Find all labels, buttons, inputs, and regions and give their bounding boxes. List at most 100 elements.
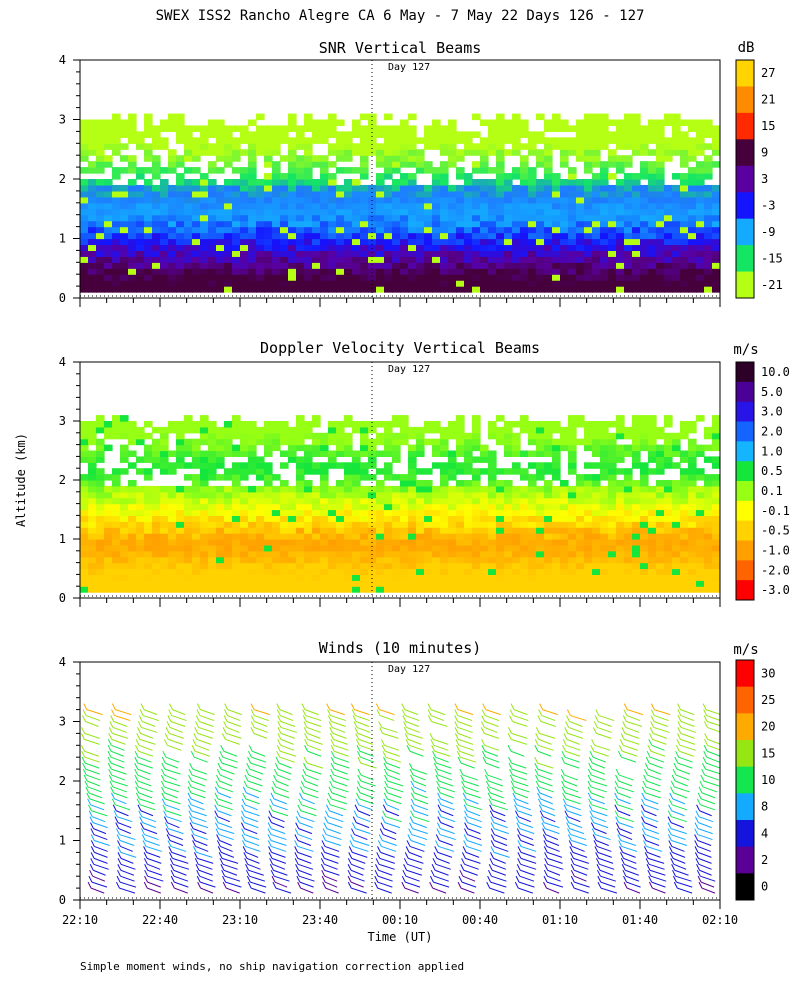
wind-barb-staff — [167, 840, 172, 847]
heatmap-cell — [280, 214, 289, 222]
heatmap-cell — [88, 202, 97, 210]
wind-barb — [192, 828, 207, 835]
heatmap-cell — [168, 167, 177, 174]
heatmap-cell — [440, 568, 449, 575]
heatmap-cell — [360, 268, 369, 275]
heatmap-cell — [664, 568, 673, 575]
heatmap-cell — [512, 533, 521, 540]
heatmap-cell — [632, 456, 641, 463]
heatmap-cell — [664, 196, 673, 204]
heatmap-cell — [192, 202, 201, 210]
heatmap-cell — [96, 184, 105, 192]
heatmap-cell — [296, 474, 305, 481]
heatmap-cell — [544, 184, 553, 192]
heatmap-cell — [544, 509, 553, 516]
heatmap-cell — [600, 125, 609, 132]
heatmap-cell — [192, 568, 201, 575]
heatmap-cell — [384, 143, 393, 150]
heatmap-cell — [576, 533, 585, 540]
heatmap-cell — [168, 274, 177, 281]
heatmap-cell — [704, 562, 713, 570]
heatmap-cell — [288, 262, 297, 269]
heatmap-cell — [152, 539, 161, 546]
wind-barb — [117, 822, 132, 829]
heatmap-cell — [416, 286, 425, 293]
heatmap-cell — [592, 113, 601, 121]
heatmap-cell — [376, 515, 385, 522]
heatmap-cell — [392, 262, 401, 269]
heatmap-cell — [320, 268, 329, 275]
heatmap-cell — [576, 527, 585, 534]
heatmap-cell — [144, 568, 153, 575]
heatmap-cell — [712, 226, 720, 234]
heatmap-cell — [80, 220, 89, 228]
heatmap-cell — [456, 485, 465, 493]
heatmap-cell — [240, 262, 249, 269]
heatmap-cell — [536, 280, 545, 287]
heatmap-cell — [312, 521, 321, 528]
heatmap-cell — [256, 268, 265, 275]
heatmap-cell — [632, 244, 641, 251]
heatmap-cell — [560, 521, 569, 528]
heatmap-cell — [160, 167, 169, 174]
heatmap-cell — [144, 533, 153, 540]
y-tick-label: 0 — [59, 291, 66, 305]
heatmap-cell — [208, 580, 217, 587]
heatmap-cell — [104, 196, 113, 204]
heatmap-cell — [512, 580, 521, 587]
heatmap-cell — [280, 179, 289, 186]
heatmap-cell — [120, 515, 129, 522]
heatmap-cell — [208, 125, 217, 132]
heatmap-cell — [216, 580, 225, 587]
wind-barb — [164, 780, 181, 787]
heatmap-cell — [120, 250, 129, 257]
heatmap-cell — [176, 527, 185, 534]
heatmap-cell — [504, 280, 513, 287]
heatmap-cell — [96, 161, 105, 168]
heatmap-cell — [472, 280, 481, 287]
heatmap-cell — [416, 268, 425, 275]
heatmap-cell — [520, 202, 529, 210]
heatmap-cell — [296, 202, 305, 210]
wind-barb-staff — [277, 721, 282, 728]
heatmap-cell — [608, 450, 617, 457]
heatmap-cell — [448, 131, 457, 138]
heatmap-cell — [704, 556, 713, 564]
heatmap-cell — [168, 280, 177, 287]
heatmap-cell — [520, 250, 529, 257]
heatmap-cell — [320, 556, 329, 564]
heatmap-cell — [640, 143, 649, 150]
heatmap-cell — [168, 421, 177, 428]
heatmap-cell — [192, 208, 201, 216]
heatmap-cell — [696, 485, 705, 493]
heatmap-cell — [416, 485, 425, 493]
colorbar-tick-label: 3.0 — [761, 405, 783, 419]
heatmap-cell — [368, 190, 377, 198]
wind-barb — [324, 851, 340, 858]
heatmap-cell — [632, 450, 641, 457]
wind-barb — [88, 792, 103, 799]
wind-barb-staff — [135, 739, 140, 746]
wind-barb-staff — [221, 733, 226, 740]
heatmap-cell — [184, 179, 193, 186]
heatmap-cell — [528, 208, 537, 216]
heatmap-cell — [360, 544, 369, 552]
heatmap-cell — [272, 539, 281, 546]
heatmap-cell — [624, 137, 633, 144]
heatmap-cell — [120, 444, 129, 452]
heatmap-cell — [96, 444, 105, 452]
wind-barb — [172, 857, 189, 864]
heatmap-cell — [672, 190, 681, 198]
wind-barb-staff — [296, 810, 301, 817]
heatmap-cell — [128, 137, 137, 144]
heatmap-cell — [368, 462, 377, 469]
heatmap-cell — [144, 202, 153, 210]
wind-barb-staff — [246, 762, 251, 770]
heatmap-cell — [400, 480, 409, 487]
heatmap-cell — [688, 580, 697, 587]
heatmap-cell — [184, 415, 193, 422]
heatmap-cell — [392, 491, 401, 499]
heatmap-cell — [136, 280, 145, 287]
wind-barb — [221, 857, 239, 864]
